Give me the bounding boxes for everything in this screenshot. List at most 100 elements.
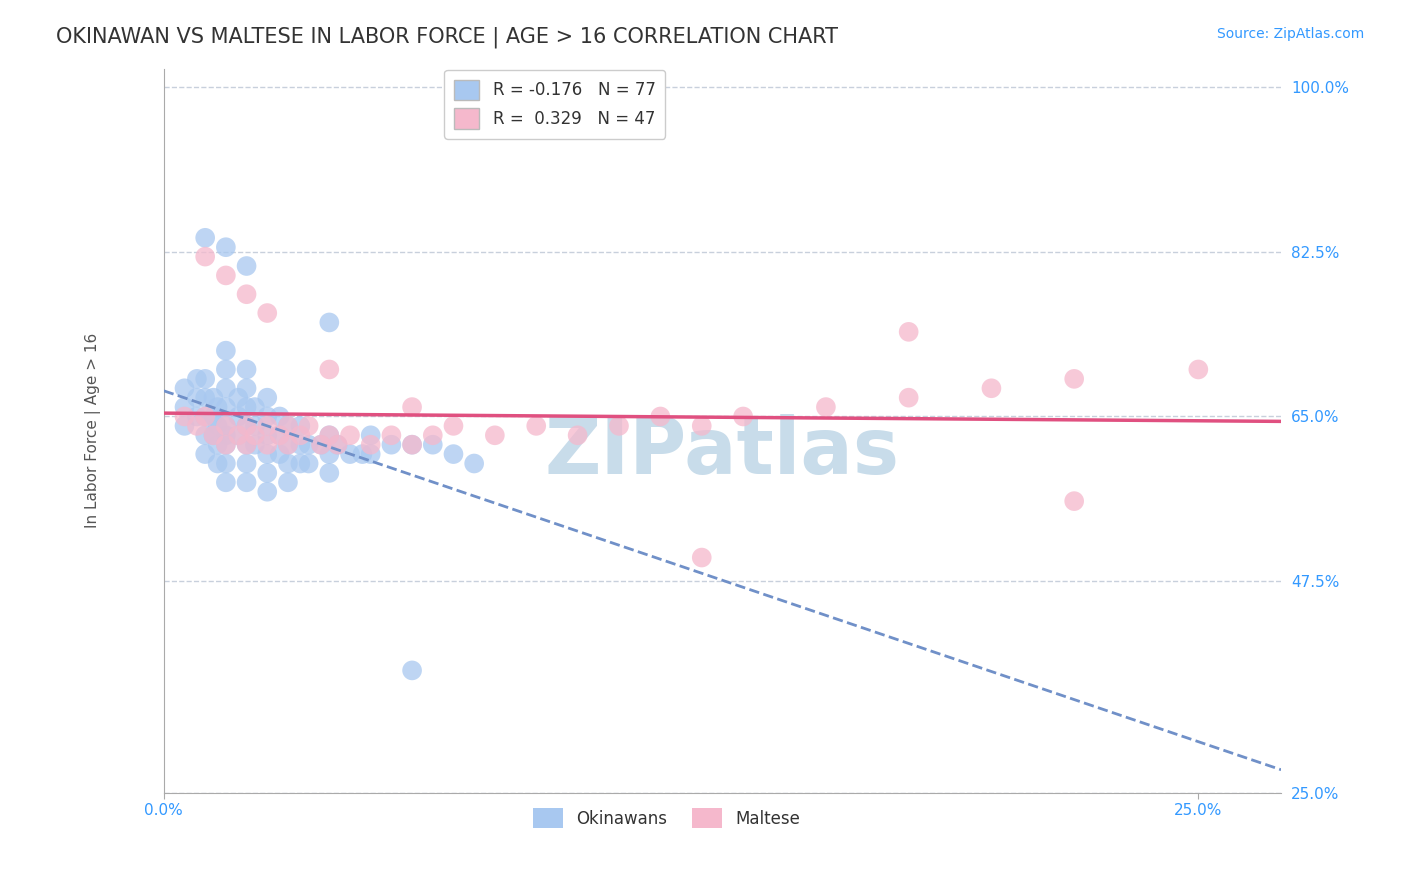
Point [194,447,217,461]
Point [339,428,361,442]
Point [235,259,257,273]
Point [1063,372,1085,386]
Point [202,391,225,405]
Point [690,550,713,565]
Point [194,231,217,245]
Point [173,418,195,433]
Point [422,438,444,452]
Point [235,438,257,452]
Point [318,315,340,329]
Point [186,418,208,433]
Point [207,438,229,452]
Point [186,409,208,424]
Text: Source: ZipAtlas.com: Source: ZipAtlas.com [1216,27,1364,41]
Point [215,457,238,471]
Point [186,372,208,386]
Point [256,428,278,442]
Point [318,362,340,376]
Point [318,428,340,442]
Point [352,447,374,461]
Point [235,475,257,490]
Point [607,418,630,433]
Point [235,287,257,301]
Point [235,362,257,376]
Point [290,457,312,471]
Point [567,428,589,442]
Point [243,400,266,414]
Point [277,418,299,433]
Point [443,447,465,461]
Point [318,447,340,461]
Point [290,418,312,433]
Point [269,428,291,442]
Point [298,418,321,433]
Point [318,428,340,442]
Point [215,475,238,490]
Point [380,438,402,452]
Point [690,418,713,433]
Point [215,418,238,433]
Point [207,418,229,433]
Point [215,418,238,433]
Point [277,438,299,452]
Point [226,391,249,405]
Point [401,664,423,678]
Point [256,409,278,424]
Point [202,409,225,424]
Point [733,409,755,424]
Point [256,438,278,452]
Point [401,438,423,452]
Point [298,457,321,471]
Point [226,409,249,424]
Point [650,409,672,424]
Point [215,240,238,254]
Point [256,466,278,480]
Point [194,409,217,424]
Point [226,428,249,442]
Point [207,400,229,414]
Point [173,409,195,424]
Point [897,325,920,339]
Point [298,438,321,452]
Point [360,428,382,442]
Point [256,418,278,433]
Point [277,438,299,452]
Point [243,418,266,433]
Point [207,457,229,471]
Point [277,475,299,490]
Point [215,428,238,442]
Point [235,418,257,433]
Point [235,400,257,414]
Point [215,381,238,395]
Point [243,438,266,452]
Text: OKINAWAN VS MALTESE IN LABOR FORCE | AGE > 16 CORRELATION CHART: OKINAWAN VS MALTESE IN LABOR FORCE | AGE… [56,27,838,48]
Point [243,428,266,442]
Point [360,438,382,452]
Point [173,381,195,395]
Point [235,438,257,452]
Point [463,457,485,471]
Point [339,447,361,461]
Point [290,428,312,442]
Point [215,362,238,376]
Text: ZIPatlas: ZIPatlas [546,414,900,491]
Point [897,391,920,405]
Legend: Okinawans, Maltese: Okinawans, Maltese [526,801,807,835]
Point [194,409,217,424]
Point [194,391,217,405]
Point [194,428,217,442]
Point [318,466,340,480]
Point [194,372,217,386]
Point [980,381,1002,395]
Point [290,438,312,452]
Point [484,428,506,442]
Point [256,484,278,499]
Point [309,438,332,452]
Point [277,457,299,471]
Point [401,438,423,452]
Point [202,428,225,442]
Point [215,438,238,452]
Point [269,447,291,461]
Point [1187,362,1209,376]
Point [194,250,217,264]
